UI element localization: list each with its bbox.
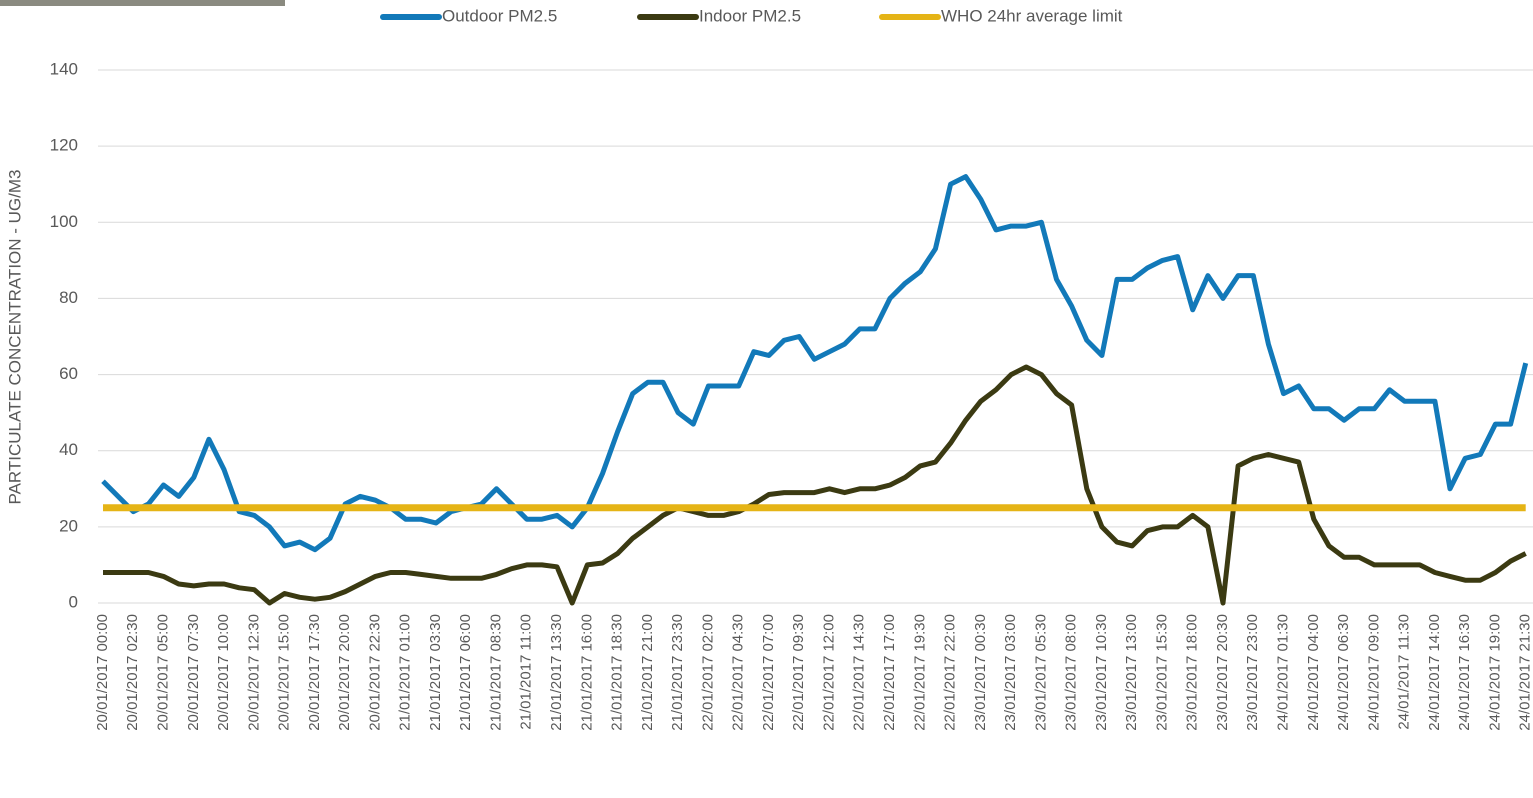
- x-tick-label: 22/01/2017 17:00: [881, 614, 898, 731]
- series-line: [103, 364, 1527, 606]
- x-tick-label: 21/01/2017 18:30: [609, 614, 626, 731]
- x-tick-label: 20/01/2017 07:30: [185, 614, 202, 731]
- x-tick-label: 21/01/2017 11:00: [518, 614, 535, 730]
- y-tick-label: 40: [59, 440, 78, 459]
- x-tick-label: 20/01/2017 15:00: [276, 614, 293, 731]
- x-tick-label: 21/01/2017 08:30: [487, 614, 504, 731]
- x-tick-label: 20/01/2017 17:30: [306, 614, 323, 731]
- y-tick-label: 60: [59, 364, 78, 383]
- legend-label: Outdoor PM2.5: [442, 6, 557, 25]
- x-tick-label: 21/01/2017 01:00: [397, 614, 414, 731]
- x-tick-label: 20/01/2017 10:00: [215, 614, 232, 731]
- x-tick-label: 20/01/2017 05:00: [155, 614, 172, 731]
- x-tick-label: 23/01/2017 23:00: [1244, 614, 1261, 731]
- y-tick-label: 100: [50, 212, 78, 231]
- x-tick-label: 24/01/2017 19:00: [1486, 614, 1503, 731]
- x-tick-label: 23/01/2017 20:30: [1214, 614, 1231, 731]
- y-tick-label: 0: [69, 592, 78, 611]
- x-tick-label: 23/01/2017 15:30: [1153, 614, 1170, 731]
- series-line: [101, 174, 1529, 553]
- x-tick-label: 21/01/2017 23:30: [669, 614, 686, 731]
- x-tick-label: 22/01/2017 09:30: [790, 614, 807, 731]
- x-tick-label: 20/01/2017 22:30: [366, 614, 383, 731]
- x-tick-label: 20/01/2017 02:30: [124, 614, 141, 731]
- y-tick-label: 20: [59, 516, 78, 535]
- y-axis-label: PARTICULATE CONCENTRATION - UG/M3: [5, 170, 24, 505]
- x-tick-label: 24/01/2017 11:30: [1396, 614, 1413, 730]
- x-tick-label: 24/01/2017 16:30: [1456, 614, 1473, 731]
- x-tick-label: 24/01/2017 06:30: [1335, 614, 1352, 731]
- x-tick-label: 22/01/2017 14:30: [851, 614, 868, 731]
- x-tick-label: 22/01/2017 02:00: [699, 614, 716, 731]
- x-tick-label: 24/01/2017 09:00: [1365, 614, 1382, 731]
- x-tick-label: 22/01/2017 22:00: [942, 614, 959, 731]
- x-tick-label: 21/01/2017 06:00: [457, 614, 474, 731]
- x-tick-label: 21/01/2017 21:00: [639, 614, 656, 731]
- x-tick-label: 22/01/2017 12:00: [820, 614, 837, 731]
- x-tick-label: 20/01/2017 20:00: [336, 614, 353, 731]
- x-tick-label: 23/01/2017 03:00: [1002, 614, 1019, 731]
- x-tick-label: 21/01/2017 16:00: [578, 614, 595, 731]
- image-fragment: [0, 0, 285, 6]
- x-tick-label: 21/01/2017 03:30: [427, 614, 444, 731]
- x-tick-label: 23/01/2017 18:00: [1184, 614, 1201, 731]
- x-tick-label: 20/01/2017 00:00: [94, 614, 111, 731]
- x-tick-label: 23/01/2017 00:30: [972, 614, 989, 731]
- x-tick-label: 22/01/2017 07:00: [760, 614, 777, 731]
- x-tick-label: 24/01/2017 01:30: [1274, 614, 1291, 731]
- x-tick-label: 24/01/2017 14:00: [1426, 614, 1443, 731]
- x-tick-label: 22/01/2017 04:30: [730, 614, 747, 731]
- y-tick-label: 80: [59, 288, 78, 307]
- x-tick-label: 20/01/2017 12:30: [245, 614, 262, 731]
- x-tick-label: 23/01/2017 05:30: [1032, 614, 1049, 731]
- x-tick-label: 23/01/2017 08:00: [1063, 614, 1080, 731]
- x-tick-label: 24/01/2017 04:00: [1305, 614, 1322, 731]
- x-tick-label: 21/01/2017 13:30: [548, 614, 565, 731]
- legend-label: WHO 24hr average limit: [941, 6, 1123, 25]
- x-tick-label: 23/01/2017 10:30: [1093, 614, 1110, 731]
- x-tick-label: 24/01/2017 21:30: [1517, 614, 1533, 731]
- x-tick-label: 23/01/2017 13:00: [1123, 614, 1140, 731]
- legend-label: Indoor PM2.5: [699, 6, 801, 25]
- y-tick-label: 120: [50, 136, 78, 155]
- x-tick-label: 22/01/2017 19:30: [911, 614, 928, 731]
- y-tick-label: 140: [50, 59, 78, 78]
